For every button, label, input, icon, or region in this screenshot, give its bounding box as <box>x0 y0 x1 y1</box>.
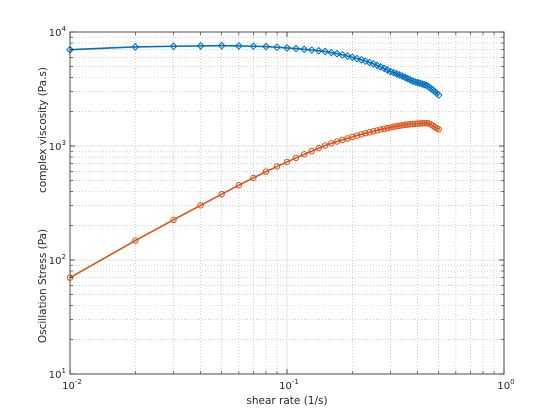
data-point-diamond <box>365 58 374 67</box>
data-point-diamond <box>416 79 424 88</box>
data-point-diamond <box>262 42 270 51</box>
data-point-circle <box>322 142 329 149</box>
data-point-diamond <box>314 46 323 55</box>
data-point-diamond <box>283 44 291 52</box>
data-point-diamond <box>420 80 429 89</box>
data-point-circle <box>384 124 391 132</box>
data-point-diamond <box>369 59 378 68</box>
data-point-diamond <box>196 42 205 50</box>
data-point-circle <box>218 190 225 198</box>
y-tick-label: 101 <box>49 367 66 381</box>
data-point-circle <box>421 119 428 127</box>
data-point-circle <box>328 140 335 147</box>
data-point-circle <box>370 128 377 135</box>
data-point-circle <box>292 154 300 162</box>
data-point-circle <box>435 126 442 133</box>
data-point-circle <box>353 132 361 139</box>
data-point-diamond <box>413 78 422 87</box>
data-point-diamond <box>249 42 258 51</box>
data-point-circle <box>283 158 291 166</box>
data-point-circle <box>373 127 381 134</box>
data-point-diamond <box>361 57 370 66</box>
data-point-diamond <box>292 44 300 53</box>
y-axis-label-top: complex viscosity (Pa.s) <box>37 67 49 193</box>
data-point-circle <box>235 182 243 189</box>
data-point-diamond <box>131 43 140 51</box>
data-point-diamond <box>343 52 352 60</box>
data-point-circle <box>390 123 397 130</box>
data-point-diamond <box>357 55 366 64</box>
y-tick-label: 102 <box>49 253 66 267</box>
data-point-circle <box>273 163 281 170</box>
axes <box>69 31 505 375</box>
data-point-circle <box>262 168 270 175</box>
data-point-diamond <box>353 54 361 63</box>
series-layer <box>66 41 443 281</box>
data-point-diamond <box>217 41 226 50</box>
tick-labels: 10-2 10-1 100 101 102 103 104 <box>49 25 515 392</box>
x-tick-label: 10-2 <box>62 378 82 392</box>
data-point-circle <box>416 120 424 127</box>
data-point-diamond <box>300 45 309 54</box>
data-point-circle <box>197 202 204 209</box>
data-point-diamond <box>348 53 357 62</box>
data-point-diamond <box>273 43 281 52</box>
data-point-circle <box>250 174 257 182</box>
y-tick-label: 104 <box>49 25 67 39</box>
data-point-diamond <box>408 77 417 86</box>
data-point-diamond <box>418 80 427 88</box>
data-point-diamond <box>327 48 336 57</box>
data-point-circle <box>414 120 421 127</box>
data-point-circle <box>387 124 394 131</box>
y-tick-label: 103 <box>49 139 66 153</box>
data-point-circle <box>170 216 177 224</box>
x-tick-label: 100 <box>497 378 514 392</box>
data-point-circle <box>362 130 369 137</box>
data-point-diamond <box>321 47 330 56</box>
data-point-diamond <box>169 42 178 51</box>
data-point-circle <box>409 120 417 128</box>
data-point-circle <box>132 237 139 244</box>
data-point-circle <box>300 151 308 158</box>
data-point-diamond <box>234 42 243 50</box>
data-point-diamond <box>338 50 347 59</box>
data-point-diamond <box>373 61 381 70</box>
x-axis-label: shear rate (1/s) <box>246 395 327 407</box>
data-point-circle <box>315 144 322 152</box>
data-point-circle <box>377 126 384 133</box>
data-point-circle <box>308 147 315 155</box>
y-axis-label-bottom: Oscillation Stress (Pa) <box>37 229 49 343</box>
data-point-diamond <box>307 46 316 54</box>
data-point-circle <box>366 129 373 136</box>
data-point-diamond <box>411 77 420 86</box>
data-point-circle <box>358 131 365 138</box>
x-tick-label: 10-1 <box>279 378 299 392</box>
data-point-circle <box>412 120 419 127</box>
data-point-circle <box>419 120 426 127</box>
data-point-diamond <box>434 91 443 99</box>
data-point-diamond <box>333 49 341 58</box>
data-point-circle <box>380 125 388 133</box>
